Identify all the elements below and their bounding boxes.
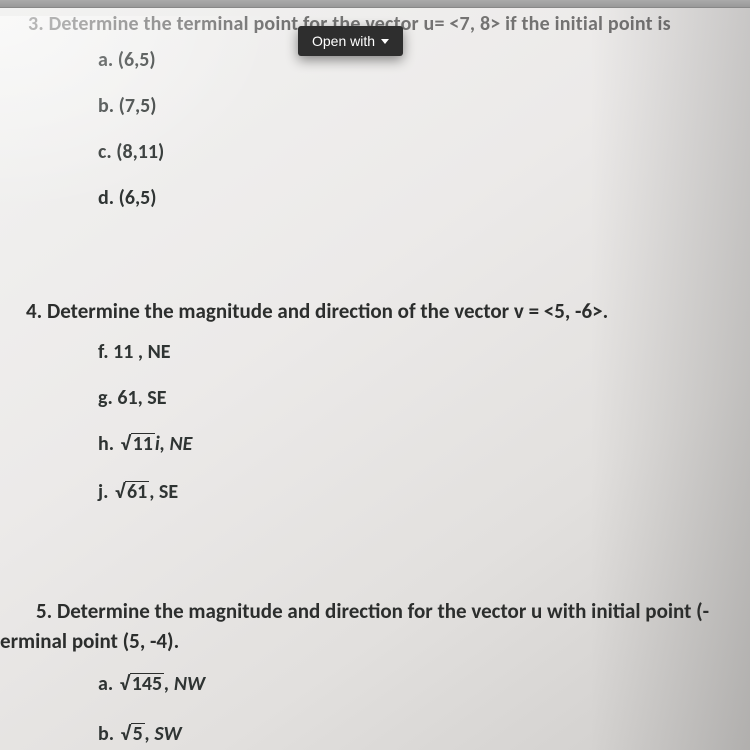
q4-h-root: 11 <box>131 433 155 455</box>
chevron-down-icon <box>381 39 389 44</box>
sqrt-icon: 145 <box>118 672 164 696</box>
browser-top-bar <box>0 0 750 8</box>
q4-h-suffix: i, NE <box>155 432 192 456</box>
screen-vignette <box>590 8 750 750</box>
q5-b-prefix: b. <box>98 722 119 746</box>
q4-option-g: g. 61, SE <box>98 386 167 410</box>
q5-option-a: a. 145, NW <box>98 672 205 696</box>
document-page: Open with 3. Determine the terminal poin… <box>0 8 750 750</box>
question-5-line2: erminal point (5, -4). <box>0 628 179 654</box>
q5-a-prefix: a. <box>98 672 118 696</box>
question-5-line1: 5. Determine the magnitude and direction… <box>36 598 748 624</box>
sqrt-icon: 61 <box>113 480 149 504</box>
q5-a-suffix: , NW <box>164 672 205 696</box>
open-with-label: Open with <box>312 33 375 49</box>
q4-option-j: j. 61, SE <box>98 480 178 504</box>
q3-option-d: d. (6,5) <box>98 186 157 210</box>
q5-a-root: 145 <box>130 673 164 695</box>
q4-j-prefix: j. <box>98 480 113 504</box>
q4-option-h: h. 11i, NE <box>98 432 192 456</box>
open-with-button[interactable]: Open with <box>298 26 403 56</box>
q4-j-root: 61 <box>125 481 149 503</box>
q3-option-b: b. (7,5) <box>98 94 157 118</box>
q4-h-prefix: h. <box>98 432 119 456</box>
sqrt-icon: 5 <box>119 722 145 746</box>
q3-option-c: c. (8,11) <box>98 140 164 164</box>
q5-option-b: b. 5, SW <box>98 722 182 746</box>
q4-option-f: f. 11 , NE <box>98 340 171 364</box>
sqrt-icon: 11 <box>119 432 155 456</box>
q4-j-suffix: , SE <box>149 480 178 504</box>
q5-b-suffix: , SW <box>145 722 182 746</box>
q3-option-a: a. (6,5) <box>98 48 156 72</box>
q5-b-root: 5 <box>131 723 145 745</box>
question-4-text: 4. Determine the magnitude and direction… <box>26 298 746 324</box>
